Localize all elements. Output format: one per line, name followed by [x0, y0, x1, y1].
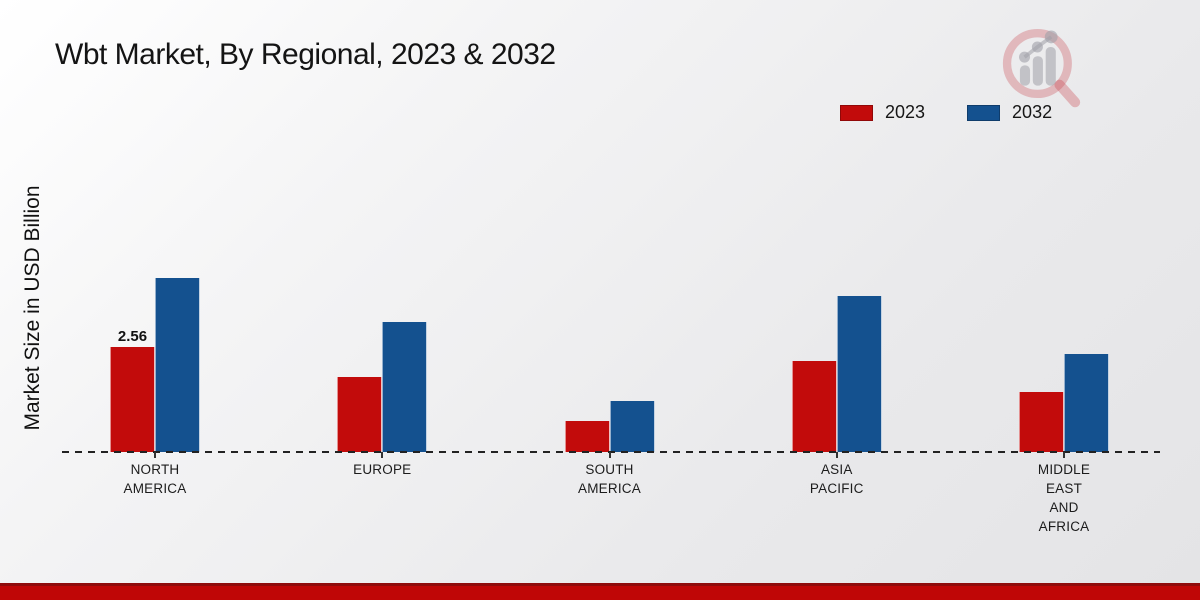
- x-axis-tick-europe: [381, 452, 384, 458]
- bar-2032-asia-pacific: [836, 296, 882, 452]
- x-axis-tick-north-america: [154, 452, 156, 458]
- legend-label-2023: 2023: [885, 102, 926, 122]
- legend-swatch-2032: [967, 104, 1001, 121]
- bar-value-label: 2.56: [117, 328, 148, 346]
- legend-label-2032: 2032: [1012, 102, 1053, 122]
- x-axis-label-europe: EUROPE: [353, 462, 412, 477]
- legend-item-2032: 2032: [967, 102, 1052, 123]
- x-axis-baseline: [62, 451, 1160, 453]
- x-axis-tick-middle-east-and-africa: [1063, 452, 1065, 458]
- bar-2023-middle-east-and-africa: [1019, 392, 1064, 452]
- bar-2023-europe: [337, 377, 383, 452]
- x-axis-tick-asia-pacific: [835, 452, 838, 458]
- bar-2032-middle-east-and-africa: [1064, 354, 1109, 452]
- bar-2023-north-america: [110, 347, 155, 452]
- bar-2023-south-america: [564, 420, 610, 452]
- bar-2032-north-america: [155, 278, 200, 452]
- brand-logo-icon: [1002, 29, 1081, 108]
- legend-swatch-2023: [840, 104, 873, 121]
- x-axis-label-north-america: NORTH AMERICA: [123, 462, 187, 496]
- bar-2032-south-america: [609, 401, 655, 452]
- x-axis-label-south-america: SOUTH AMERICA: [578, 462, 641, 496]
- x-axis-label-middle-east-and-africa: MIDDLE EAST AND AFRICA: [1037, 462, 1091, 534]
- legend-item-2023: 2023: [840, 102, 925, 123]
- chart-title: Wbt Market, By Regional, 2023 & 2032: [55, 38, 556, 71]
- bar-2032-europe: [382, 322, 428, 452]
- bar-2023-asia-pacific: [791, 361, 837, 452]
- legend: 2023 2032: [840, 102, 1052, 123]
- footer-accent-bar: [0, 583, 1200, 600]
- x-axis-label-asia-pacific: ASIA PACIFIC: [809, 462, 864, 496]
- x-axis-tick-south-america: [608, 452, 611, 458]
